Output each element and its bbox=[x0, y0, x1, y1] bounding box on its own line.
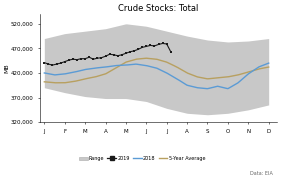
Legend: Range, 2019, 2018, 5-Year Average: Range, 2019, 2018, 5-Year Average bbox=[77, 154, 207, 163]
Text: Data: EIA: Data: EIA bbox=[250, 171, 273, 176]
Y-axis label: MB: MB bbox=[4, 63, 9, 73]
Title: Crude Stocks: Total: Crude Stocks: Total bbox=[118, 4, 199, 13]
